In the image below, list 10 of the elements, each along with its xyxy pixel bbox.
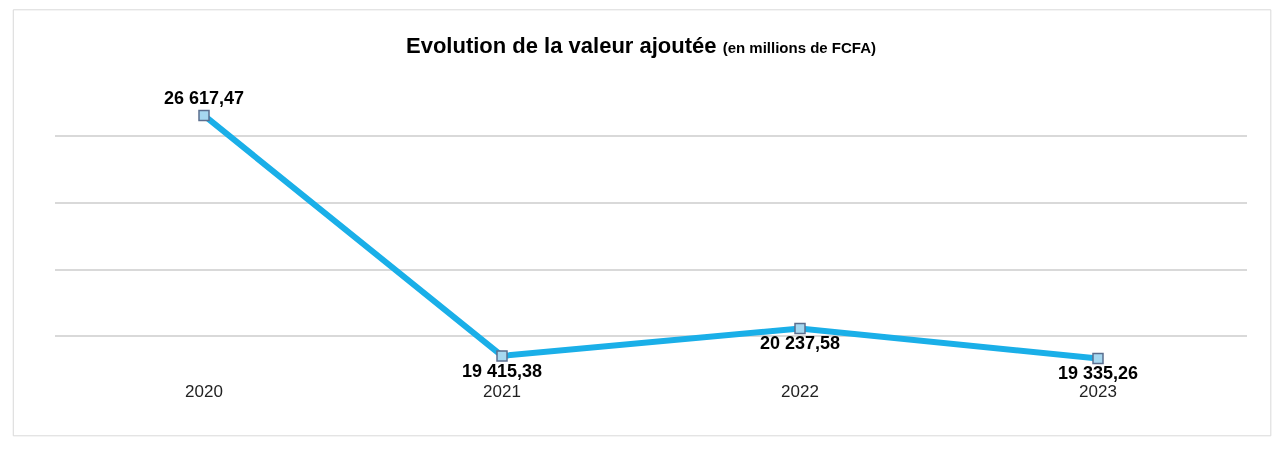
x-tick-label: 2021 [483, 382, 521, 401]
x-tick-label: 2020 [185, 382, 223, 401]
chart-title: Evolution de la valeur ajoutée [406, 32, 717, 58]
data-label: 20 237,58 [759, 333, 841, 354]
x-tick-label: 2023 [1079, 382, 1117, 401]
chart-subtitle: (en millions de FCFA) [722, 38, 876, 56]
x-tick-label: 2022 [781, 382, 819, 401]
data-label: 26 617,47 [163, 87, 245, 108]
data-label: 19 415,38 [461, 360, 543, 381]
data-label: 19 335,26 [1057, 363, 1139, 384]
